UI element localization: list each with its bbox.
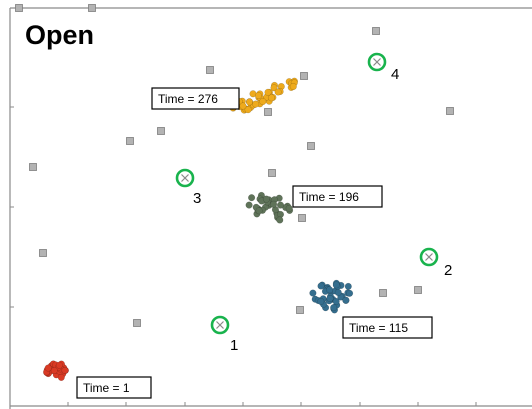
goal-label-2: 2 <box>444 262 452 279</box>
agent-dot <box>262 195 270 203</box>
agent-dot <box>330 304 338 312</box>
time-label-276: Time = 276 <box>151 87 240 110</box>
plot-frame <box>9 7 532 409</box>
obstacle-marker <box>126 137 134 145</box>
obstacle-marker <box>29 163 37 171</box>
cluster-time-196 <box>245 191 294 224</box>
agent-dot <box>270 84 278 92</box>
agent-dot <box>55 361 63 369</box>
time-label-115-text: Time = 115 <box>349 321 408 335</box>
time-label-1: Time = 1 <box>76 376 152 399</box>
agent-dot <box>255 207 263 215</box>
agent-dot <box>309 289 317 297</box>
agent-dot <box>332 281 340 289</box>
goal-marker-3 <box>175 168 195 188</box>
agent-dot <box>61 366 69 374</box>
agent-dot <box>252 100 260 108</box>
agent-dot <box>244 106 252 114</box>
agent-dot <box>342 296 350 304</box>
goal-label-4: 4 <box>391 66 399 83</box>
time-label-196: Time = 196 <box>292 185 383 208</box>
agent-dot <box>245 201 253 209</box>
agent-dot <box>44 364 52 372</box>
agent-dot <box>326 294 334 303</box>
cluster-time-276 <box>229 77 298 114</box>
agent-dot <box>57 373 65 381</box>
goal-x-icon <box>216 321 224 329</box>
agent-dot <box>289 82 297 91</box>
agent-dot <box>254 92 263 100</box>
obstacle-marker <box>307 142 315 150</box>
agent-dot <box>276 201 285 209</box>
agent-dot <box>270 200 278 208</box>
obstacle-marker <box>15 4 23 12</box>
goal-x-icon <box>373 58 381 66</box>
agent-dot <box>285 204 293 212</box>
frame-ticks <box>9 7 477 406</box>
agent-dot <box>334 288 342 297</box>
agent-dot <box>245 98 254 106</box>
goal-marker-1 <box>210 315 230 335</box>
obstacles-layer <box>15 4 454 327</box>
obstacle-marker <box>157 127 165 135</box>
time-label-115: Time = 115 <box>342 316 433 339</box>
obstacle-marker <box>206 66 214 74</box>
obstacle-marker <box>379 289 387 297</box>
agent-dot <box>50 366 58 375</box>
goal-marker-2 <box>419 247 439 267</box>
obstacle-marker <box>264 108 272 116</box>
goal-label-3: 3 <box>193 190 201 207</box>
page-title: Open <box>25 20 94 50</box>
obstacle-marker <box>372 27 380 35</box>
goal-label-1: 1 <box>230 337 238 354</box>
goal-x-icon <box>425 253 433 261</box>
obstacle-marker <box>296 306 304 314</box>
agent-dot <box>344 282 352 290</box>
cluster-time-115 <box>309 279 354 314</box>
agent-dot <box>259 97 267 106</box>
time-label-196-text: Time = 196 <box>299 190 359 204</box>
obstacle-marker <box>446 107 454 115</box>
clusters-layer <box>43 77 354 381</box>
agent-dot <box>248 194 256 202</box>
agent-dot <box>346 289 354 297</box>
goal-x-icon <box>181 174 189 182</box>
obstacle-marker <box>133 319 141 327</box>
obstacle-marker <box>268 169 276 177</box>
agent-dot <box>267 94 276 102</box>
agent-dot <box>317 282 325 290</box>
obstacle-marker <box>88 4 96 12</box>
obstacle-marker <box>298 214 306 222</box>
agent-dot <box>332 297 340 305</box>
agent-dot <box>326 286 334 294</box>
time-label-276-text: Time = 276 <box>158 92 218 106</box>
agent-dot <box>264 88 272 96</box>
obstacle-marker <box>300 72 308 80</box>
cluster-time-1 <box>43 360 69 381</box>
agent-dot <box>239 102 247 110</box>
agent-dot <box>276 216 284 224</box>
agent-dot <box>317 297 325 305</box>
agent-dot <box>274 88 282 96</box>
obstacle-marker <box>414 286 422 294</box>
obstacle-marker <box>39 249 47 257</box>
goal-marker-4 <box>367 52 387 72</box>
time-label-1-text: Time = 1 <box>83 381 130 395</box>
goals-layer <box>175 52 439 335</box>
